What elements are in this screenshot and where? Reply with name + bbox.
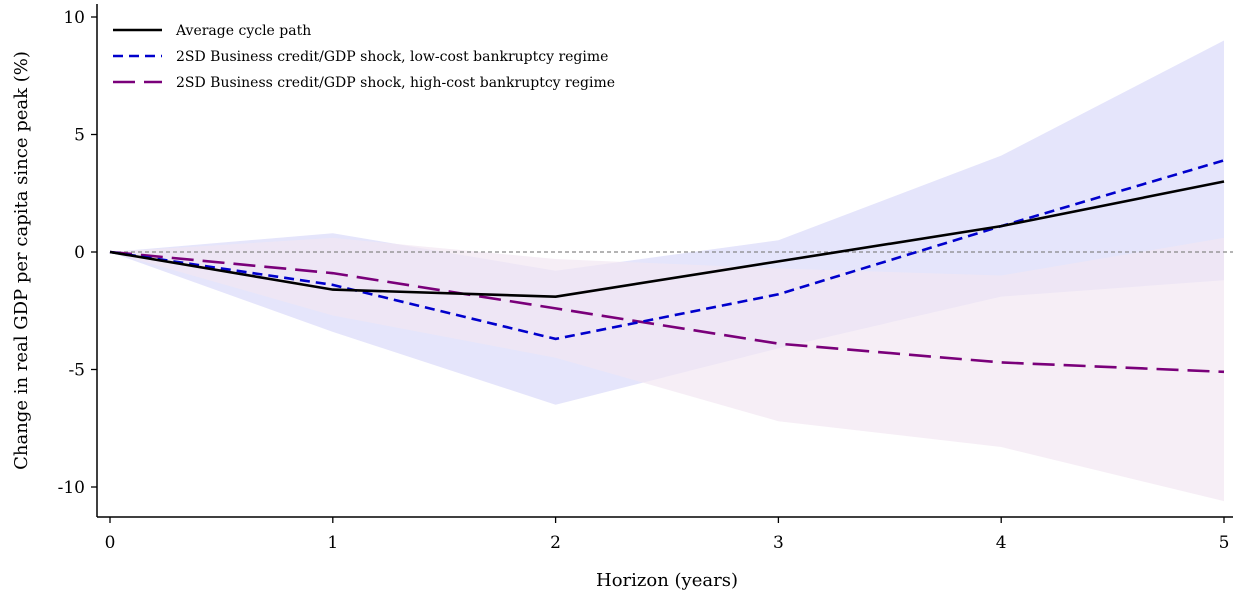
series-line-average: [109, 180, 1225, 298]
axis-ticks: 0 1 2 3 4 5 10 5 0 -5 -10: [58, 8, 1230, 553]
legend-label-low-cost: 2SD Business credit/GDP shock, low-cost …: [176, 49, 608, 65]
legend: Average cycle path 2SD Business credit/GD…: [113, 23, 615, 91]
series-lines: [109, 159, 1225, 374]
x-tick-label: 3: [773, 533, 784, 553]
x-tick-label: 4: [996, 533, 1007, 553]
y-axis-label: Change in real GDP per capita since peak…: [11, 51, 32, 470]
y-tick-label: 10: [63, 8, 85, 28]
y-tick-label: -10: [58, 478, 85, 498]
x-tick-label: 0: [105, 533, 116, 553]
y-tick-label: 0: [74, 243, 85, 263]
x-tick-label: 2: [550, 533, 561, 553]
y-tick-label: -5: [68, 361, 85, 381]
legend-label-high-cost: 2SD Business credit/GDP shock, high-cost…: [176, 75, 615, 91]
band-high-cost: [110, 237, 1224, 502]
legend-label-average: Average cycle path: [175, 23, 311, 39]
y-tick-label: 5: [74, 126, 85, 146]
series-line-low-cost: [109, 159, 1225, 341]
series-line-high-cost: [109, 250, 1225, 374]
x-axis-label: Horizon (years): [596, 570, 738, 591]
confidence-bands: [110, 40, 1224, 502]
axes: [96, 4, 1233, 518]
x-tick-label: 1: [327, 533, 338, 553]
x-tick-label: 5: [1219, 533, 1230, 553]
